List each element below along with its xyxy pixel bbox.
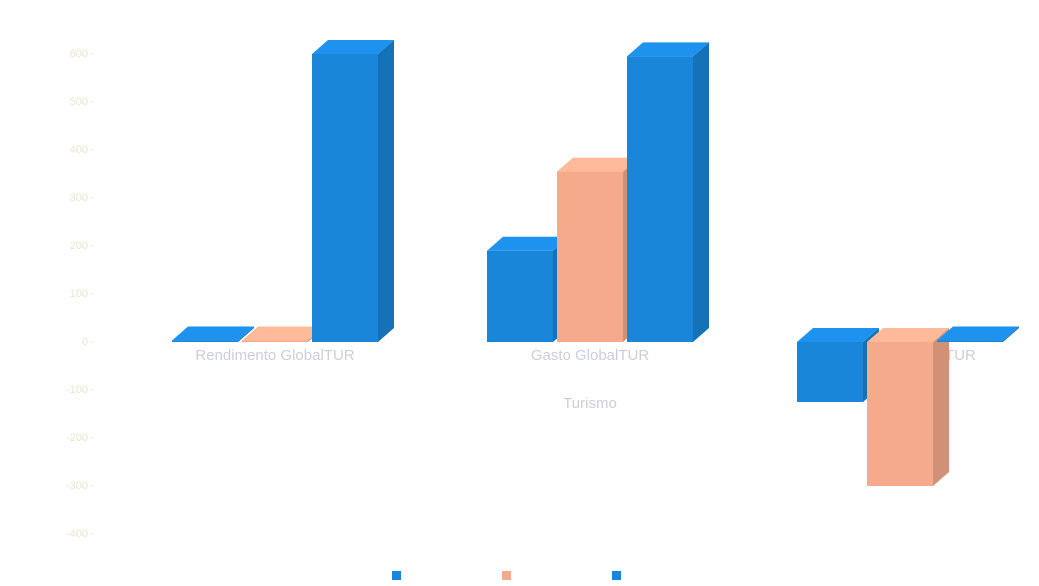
y-tick-label: 200	[70, 240, 88, 252]
y-tick-label: 600	[70, 48, 88, 60]
bar-top	[867, 328, 949, 342]
x-axis-title: Turismo	[563, 395, 617, 412]
bar	[487, 250, 553, 342]
bar-top	[627, 42, 709, 57]
bar	[312, 54, 378, 342]
bar-3d	[557, 157, 639, 342]
bar-side	[1003, 326, 1019, 342]
bar-3d	[867, 328, 949, 486]
bar-3d	[797, 328, 879, 402]
bar-3d	[627, 42, 709, 343]
legend-swatch	[392, 571, 401, 580]
bar	[172, 340, 238, 342]
y-tick-label: 0	[82, 336, 88, 348]
bar-top	[242, 326, 324, 341]
bar-side	[693, 42, 709, 343]
bar	[627, 56, 693, 343]
bar-3d	[172, 326, 254, 342]
bar	[557, 171, 623, 342]
bar-3d	[242, 326, 324, 342]
bar	[937, 340, 1003, 342]
bar-3d	[312, 40, 394, 342]
x-tick-label: Rendimento GlobalTUR	[195, 347, 354, 364]
y-tick-label: 100	[70, 288, 88, 300]
y-tick-label: -200	[66, 432, 88, 444]
bar-side	[238, 326, 254, 342]
bar	[797, 342, 863, 402]
y-tick-label: -300	[66, 480, 88, 492]
bar-top	[797, 328, 879, 342]
bar-side	[933, 328, 949, 486]
bar	[242, 340, 308, 342]
legend-swatch	[502, 571, 511, 580]
bar	[867, 342, 933, 486]
y-tick-label: -400	[66, 528, 88, 540]
bar-top	[172, 326, 254, 341]
bar-top	[557, 157, 639, 172]
y-tick-label: 300	[70, 192, 88, 204]
legend-swatch	[612, 571, 621, 580]
bar-3d	[487, 236, 569, 342]
y-tick-label: 500	[70, 96, 88, 108]
bar-3d	[937, 326, 1019, 342]
bar-top	[312, 40, 394, 54]
bar-top	[937, 326, 1019, 341]
bar-top	[487, 236, 569, 251]
y-tick-label: 400	[70, 144, 88, 156]
x-tick-label: Gasto GlobalTUR	[531, 347, 650, 364]
bar-side	[378, 40, 394, 342]
y-tick-label: -100	[66, 384, 88, 396]
